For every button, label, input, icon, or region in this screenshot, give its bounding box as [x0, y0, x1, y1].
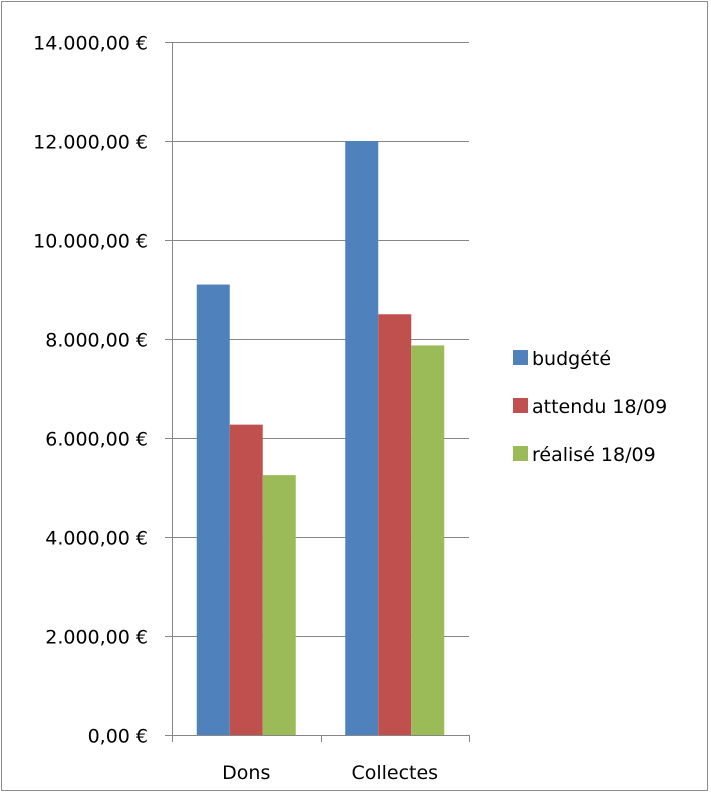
- legend-label: attendu 18/09: [532, 396, 667, 418]
- x-axis-labels: Dons Collectes: [172, 735, 470, 784]
- bar-1-1: [378, 314, 412, 735]
- legend-label: budgété: [532, 348, 611, 370]
- legend-swatch: [513, 398, 528, 413]
- bar-1-2: [411, 345, 445, 735]
- y-tick-label: 14.000,00 €: [33, 33, 148, 55]
- y-tick-label: 4.000,00 €: [45, 528, 148, 550]
- y-tick-label: 2.000,00 €: [45, 627, 148, 649]
- y-axis-ticks: 0,00 € 2.000,00 € 4.000,00 € 6.000,00 € 8.00…: [33, 33, 172, 748]
- x-category-label: Dons: [222, 762, 270, 784]
- bar-0-2: [262, 475, 296, 735]
- y-tick-label: 8.000,00 €: [45, 330, 148, 352]
- bars: [196, 141, 445, 735]
- bar-1-0: [345, 141, 379, 735]
- legend-swatch: [513, 350, 528, 365]
- y-tick-label: 0,00 €: [88, 726, 148, 748]
- y-tick-label: 12.000,00 €: [33, 132, 148, 154]
- legend-swatch: [513, 446, 528, 461]
- y-tick-label: 10.000,00 €: [33, 231, 148, 253]
- legend-label: réalisé 18/09: [532, 444, 656, 466]
- bar-0-0: [196, 284, 230, 735]
- x-category-label: Collectes: [351, 762, 438, 784]
- legend: budgété attendu 18/09 réalisé 18/09: [513, 348, 667, 466]
- y-tick-label: 6.000,00 €: [45, 429, 148, 451]
- bar-0-1: [229, 424, 263, 735]
